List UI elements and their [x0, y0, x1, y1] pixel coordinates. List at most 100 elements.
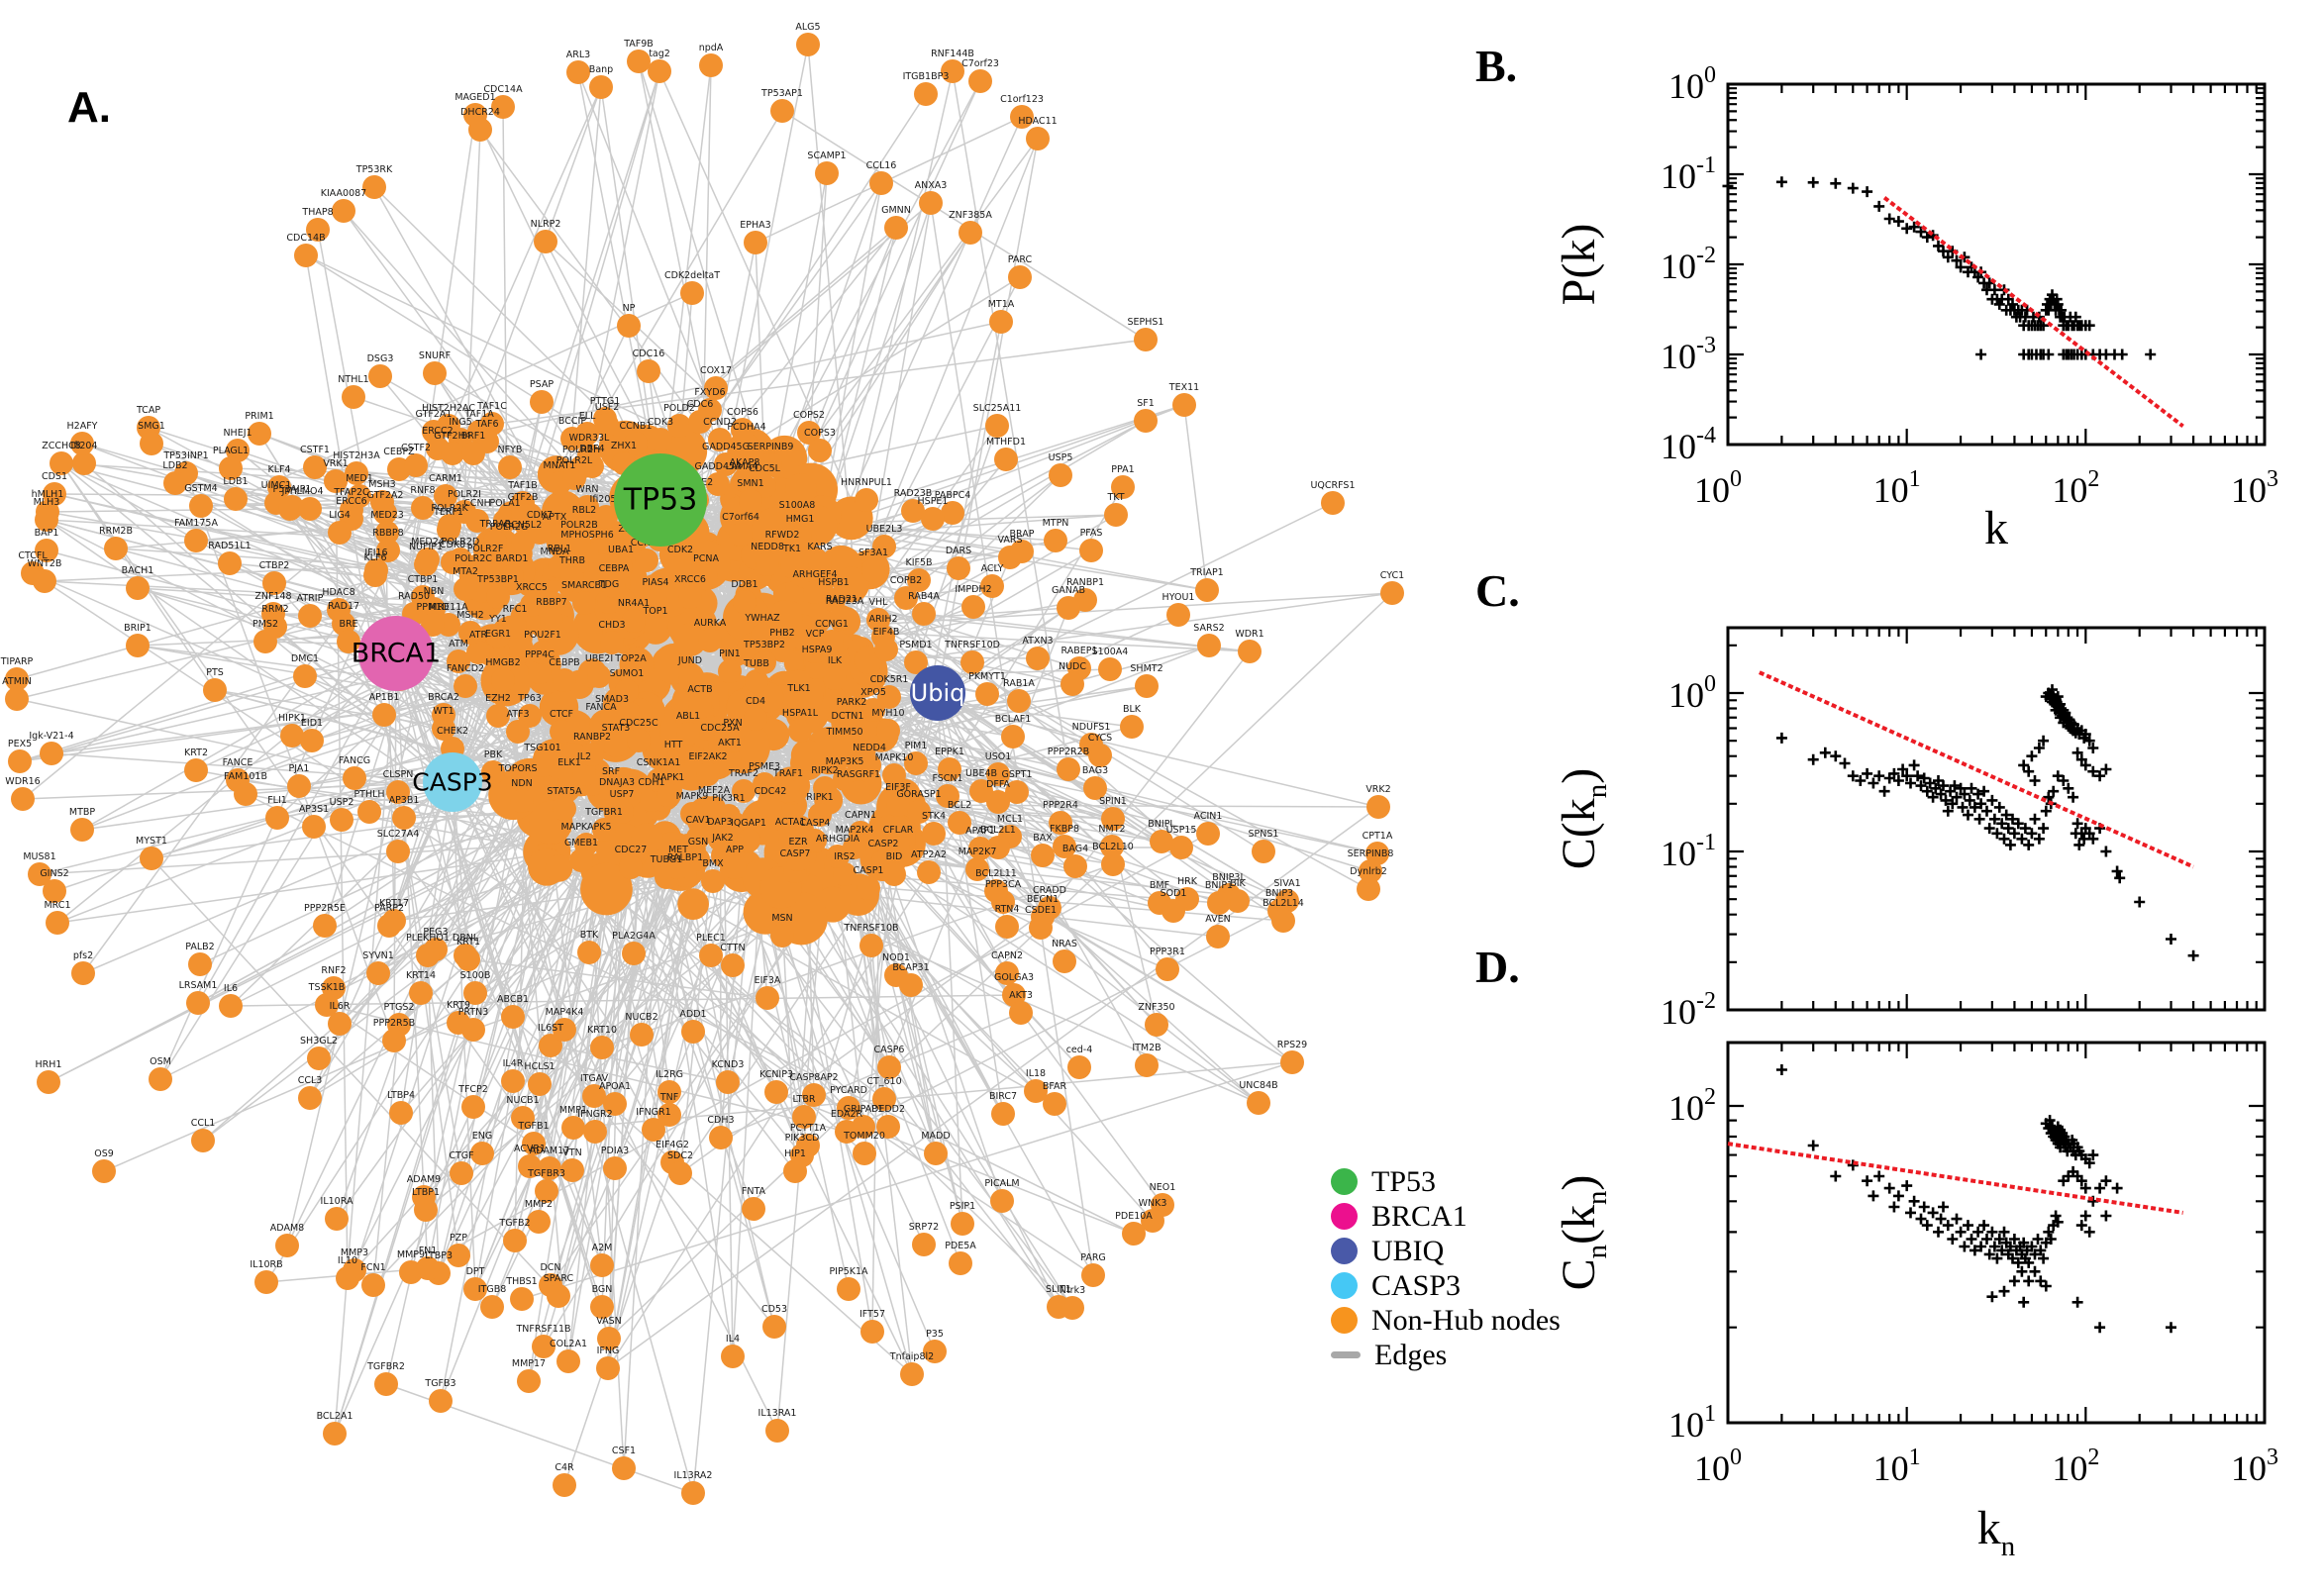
- node-label: DSG3: [367, 353, 394, 364]
- network-edge: [326, 1004, 848, 1133]
- network-node: [328, 1012, 352, 1036]
- network-node: [1060, 1296, 1084, 1320]
- node-label: WDR16: [5, 776, 40, 787]
- node-label: MTA2: [453, 566, 478, 577]
- node-label: VCP: [806, 629, 825, 640]
- network-edge: [937, 692, 1148, 1066]
- network-node: [995, 915, 1019, 939]
- network-node: [733, 590, 757, 614]
- network-node: [991, 1102, 1015, 1126]
- node-label: YWHAZ: [744, 613, 780, 624]
- tick-label: 10-2: [1661, 243, 1716, 286]
- network-node: [441, 442, 464, 465]
- node-label: PIN1: [719, 648, 741, 659]
- node-label: TNF: [659, 1092, 678, 1103]
- network-node: [1120, 715, 1144, 739]
- network-node: [630, 1023, 654, 1047]
- network-node: [876, 719, 900, 743]
- network-node: [357, 800, 381, 824]
- network-node: [275, 1234, 299, 1257]
- node-label: PKMYT1: [968, 671, 1006, 682]
- node-label: BFAR: [1043, 1081, 1067, 1092]
- node-label: ATR: [469, 630, 488, 641]
- node-label: HSPA1L: [782, 708, 819, 719]
- node-label: SDC2: [667, 1150, 693, 1161]
- network-node: [300, 729, 324, 752]
- network-node: [756, 552, 779, 576]
- node-label: SPNS1: [1249, 829, 1279, 840]
- network-edge: [397, 791, 459, 1256]
- node-label: DBNL: [453, 933, 479, 944]
- network-node: [603, 1156, 627, 1180]
- node-label: BCL2: [948, 800, 971, 811]
- network-node: [622, 942, 646, 965]
- network-edge: [427, 954, 440, 1274]
- network-node: [853, 1142, 876, 1165]
- node-label: RNF2: [321, 965, 346, 976]
- node-label: CDC16: [633, 349, 665, 359]
- node-label: TCAP: [136, 405, 160, 416]
- network-node: [924, 1142, 948, 1165]
- node-label: ITM2B: [1132, 1043, 1161, 1053]
- node-label: PLEKHO1: [406, 933, 450, 944]
- node-label: IFNG: [597, 1346, 620, 1356]
- node-label: CDC14A: [483, 84, 523, 95]
- network-node: [837, 1277, 860, 1301]
- node-label: BLK: [1123, 704, 1142, 715]
- network-node: [668, 1161, 692, 1185]
- node-label: S100A8: [779, 500, 816, 511]
- node-label: THRB: [558, 555, 585, 566]
- network-node: [1081, 1263, 1105, 1287]
- network-edge: [763, 783, 1260, 1104]
- network-node: [649, 428, 672, 451]
- network-edge: [375, 569, 610, 1340]
- network-node: [510, 1287, 534, 1311]
- node-label: P35: [926, 1329, 944, 1340]
- node-label: CTBP2: [259, 560, 290, 571]
- node-label: KRT10: [587, 1025, 617, 1036]
- node-label: IL10RB: [250, 1259, 282, 1270]
- node-label: APOA1: [599, 1081, 631, 1092]
- node-label: RNF8: [410, 485, 435, 496]
- tick-label: 100: [1668, 671, 1716, 715]
- node-label: EIF4B: [873, 627, 900, 638]
- node-label: ATXN3: [1022, 636, 1053, 647]
- node-label: MAP2K4: [836, 825, 874, 836]
- node-label: SEPHS1: [1128, 317, 1164, 328]
- network-edge: [621, 848, 777, 1093]
- node-label: TRIAP1: [1189, 567, 1223, 578]
- node-label: SH3GL2: [300, 1036, 338, 1047]
- node-label: IFI16: [364, 548, 387, 558]
- node-label: BTK: [580, 930, 599, 941]
- node-label: WRN: [575, 484, 598, 495]
- network-node: [635, 549, 658, 572]
- node-label: CDK2deltaT: [664, 270, 720, 281]
- network-edge: [1183, 404, 1208, 591]
- network-node: [1196, 822, 1220, 846]
- node-label: MAPK10: [875, 752, 914, 763]
- network-node: [342, 385, 365, 409]
- node-label: KIF5B: [905, 557, 932, 568]
- node-label: SYVN1: [362, 950, 393, 961]
- node-label: USF2: [595, 402, 620, 413]
- legend-node-swatch-icon: [1331, 1203, 1358, 1230]
- node-label: COPS2: [793, 410, 825, 421]
- node-label: SLC27A4: [377, 829, 420, 840]
- node-label: MTPN: [1043, 518, 1069, 529]
- node-label: PARG: [1080, 1252, 1106, 1263]
- node-label: KIAA0087: [321, 188, 366, 199]
- node-label: BRE: [339, 619, 357, 630]
- node-label: SERPINB8: [1348, 848, 1394, 859]
- legend-edge-swatch-icon: [1331, 1351, 1361, 1358]
- node-label: WT1: [433, 706, 454, 717]
- network-edge: [557, 719, 697, 1297]
- node-label: GSTM4: [184, 483, 217, 494]
- network-node: [951, 1212, 974, 1236]
- node-label: JUND: [677, 655, 702, 666]
- node-label: IFNGR2: [577, 1109, 612, 1120]
- network-node: [709, 1126, 733, 1149]
- network-node: [922, 822, 946, 846]
- network-edge: [314, 466, 661, 501]
